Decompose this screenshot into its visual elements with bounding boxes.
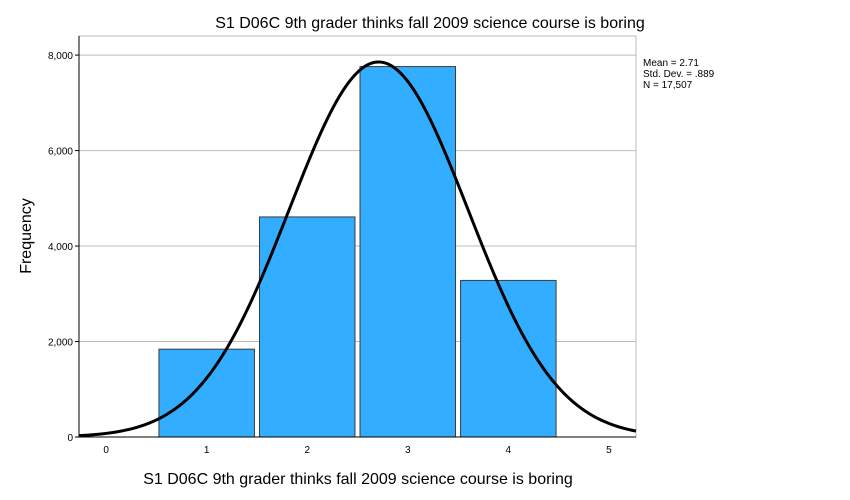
x-tick-label: 4 <box>506 445 512 456</box>
x-tick-label: 1 <box>204 445 210 456</box>
histogram-bar <box>258 216 356 438</box>
chart-title: S1 D06C 9th grader thinks fall 2009 scie… <box>215 15 645 32</box>
y-tick-label: 8,000 <box>48 51 73 62</box>
x-tick-label: 5 <box>606 445 612 456</box>
y-axis-label: Frequency <box>18 198 35 274</box>
x-tick-labels: 0 1 2 3 4 5 <box>103 445 612 456</box>
histogram-bar <box>359 66 457 438</box>
stats-n: N = 17,507 <box>643 80 693 91</box>
y-tick-labels: 0 2,000 4,000 6,000 8,000 <box>48 51 79 444</box>
y-tick-label: 6,000 <box>48 147 73 158</box>
stats-std-dev: Std. Dev. = .889 <box>643 69 715 80</box>
x-tick-label: 3 <box>405 445 411 456</box>
bars <box>158 66 557 438</box>
y-tick-label: 0 <box>67 433 73 444</box>
histogram-bar <box>158 348 255 438</box>
y-tick-label: 4,000 <box>48 242 73 253</box>
y-tick-label: 2,000 <box>48 338 73 349</box>
x-tick-label: 0 <box>103 445 109 456</box>
x-axis-label: S1 D06C 9th grader thinks fall 2009 scie… <box>143 471 573 488</box>
stats-mean: Mean = 2.71 <box>643 58 699 69</box>
x-tick-label: 2 <box>304 445 310 456</box>
normal-curve <box>78 60 637 438</box>
